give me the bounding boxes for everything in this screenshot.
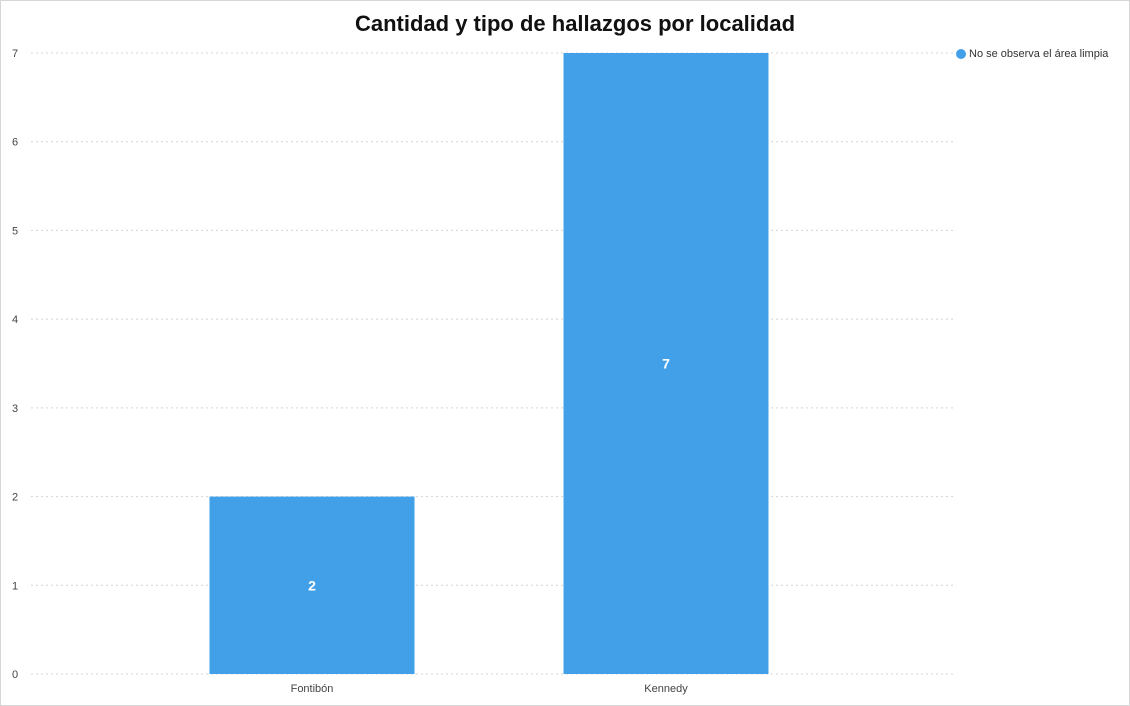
chart-title: Cantidad y tipo de hallazgos por localid… bbox=[354, 11, 796, 36]
x-tick-label: Fontibón bbox=[291, 683, 334, 695]
y-tick-label: 2 bbox=[12, 492, 18, 504]
bar-kennedy[interactable] bbox=[563, 53, 769, 674]
legend[interactable]: No se observa el área limpia bbox=[956, 48, 1108, 60]
y-tick-label: 4 bbox=[12, 314, 18, 326]
bar-fontib-n[interactable] bbox=[209, 496, 415, 674]
y-tick-label: 7 bbox=[12, 48, 18, 60]
y-tick-label: 3 bbox=[12, 403, 18, 415]
legend-label: No se observa el área limpia bbox=[969, 48, 1109, 60]
x-tick-label: Kennedy bbox=[644, 683, 688, 695]
data-label: 2 bbox=[308, 577, 316, 593]
y-tick-label: 1 bbox=[12, 580, 18, 592]
legend-swatch-icon bbox=[956, 49, 966, 59]
y-tick-label: 0 bbox=[12, 669, 18, 681]
y-tick-label: 6 bbox=[12, 137, 18, 149]
data-label: 7 bbox=[662, 356, 670, 372]
y-tick-label: 5 bbox=[12, 225, 18, 237]
